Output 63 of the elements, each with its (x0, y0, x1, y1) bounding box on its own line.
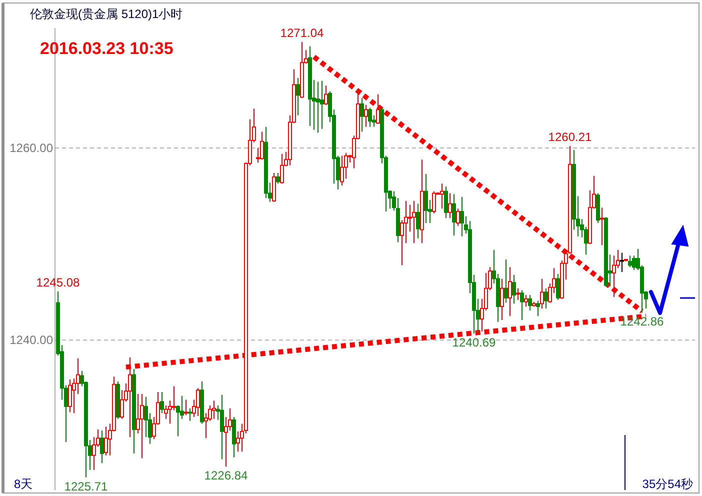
candlestick (364, 104, 368, 128)
candlestick (528, 294, 532, 311)
candlestick (172, 386, 176, 411)
candlestick (520, 290, 524, 320)
annotation: 35分54秒 (642, 477, 693, 491)
candlestick (360, 98, 364, 132)
candlestick (452, 194, 456, 236)
candlestick (280, 153, 284, 184)
annotation: 1226.84 (204, 468, 248, 483)
text: 8天 (14, 477, 33, 491)
candlestick (556, 273, 560, 300)
annotation: 1242.86 (620, 314, 664, 329)
chart-title: 伦敦金现(贵金属 5120)1小时 (30, 7, 183, 21)
annotation: 1260.21 (548, 130, 592, 144)
candlestick (260, 131, 264, 160)
candlestick (620, 252, 624, 272)
candlestick (460, 196, 464, 237)
candlestick (516, 288, 520, 300)
candlestick (160, 392, 164, 414)
candlestick (632, 255, 636, 271)
candlestick (416, 203, 420, 239)
annotation: 1225.71 (64, 479, 108, 494)
y-tick-label: 1260.00 (10, 141, 54, 156)
candlestick (628, 255, 632, 268)
candlestick (68, 379, 72, 413)
annotation: 1240.69 (452, 336, 496, 350)
candlestick (500, 278, 504, 320)
candlestick (504, 258, 508, 304)
candlestick (412, 200, 416, 244)
candlestick (536, 300, 540, 317)
candlestick (440, 183, 444, 210)
candlestick (368, 107, 372, 128)
candlestick (512, 274, 516, 304)
candlestick (540, 278, 544, 309)
candlestick (164, 404, 168, 420)
candlestick (340, 155, 344, 186)
candlestick (376, 94, 380, 125)
candlestick (448, 192, 452, 219)
candlestick (276, 172, 280, 184)
candlestick (100, 430, 104, 464)
candlestick (320, 80, 324, 130)
candlestick (456, 208, 460, 226)
candlestick (104, 426, 108, 456)
candlestick (220, 394, 224, 460)
candlestick (140, 393, 144, 459)
candlestick (184, 399, 188, 416)
candlestick (196, 388, 200, 417)
annotation: 1271.04 (280, 26, 324, 40)
candlestick (544, 288, 548, 309)
candlestick (508, 266, 512, 317)
candlestick (524, 294, 528, 308)
candlestick (212, 400, 216, 420)
candlestick (296, 77, 300, 116)
candlestick (324, 85, 328, 106)
candlestick (424, 173, 428, 224)
candlestick (600, 207, 604, 246)
annotation: 2016.03.23 10:35 (40, 39, 174, 58)
candlestick (432, 190, 436, 214)
candlestick (188, 408, 192, 422)
candlestick (444, 186, 448, 219)
y-tick-label: 1240.00 (10, 333, 54, 348)
annotation: 1245.08 (36, 275, 80, 290)
candlestick (316, 81, 320, 134)
